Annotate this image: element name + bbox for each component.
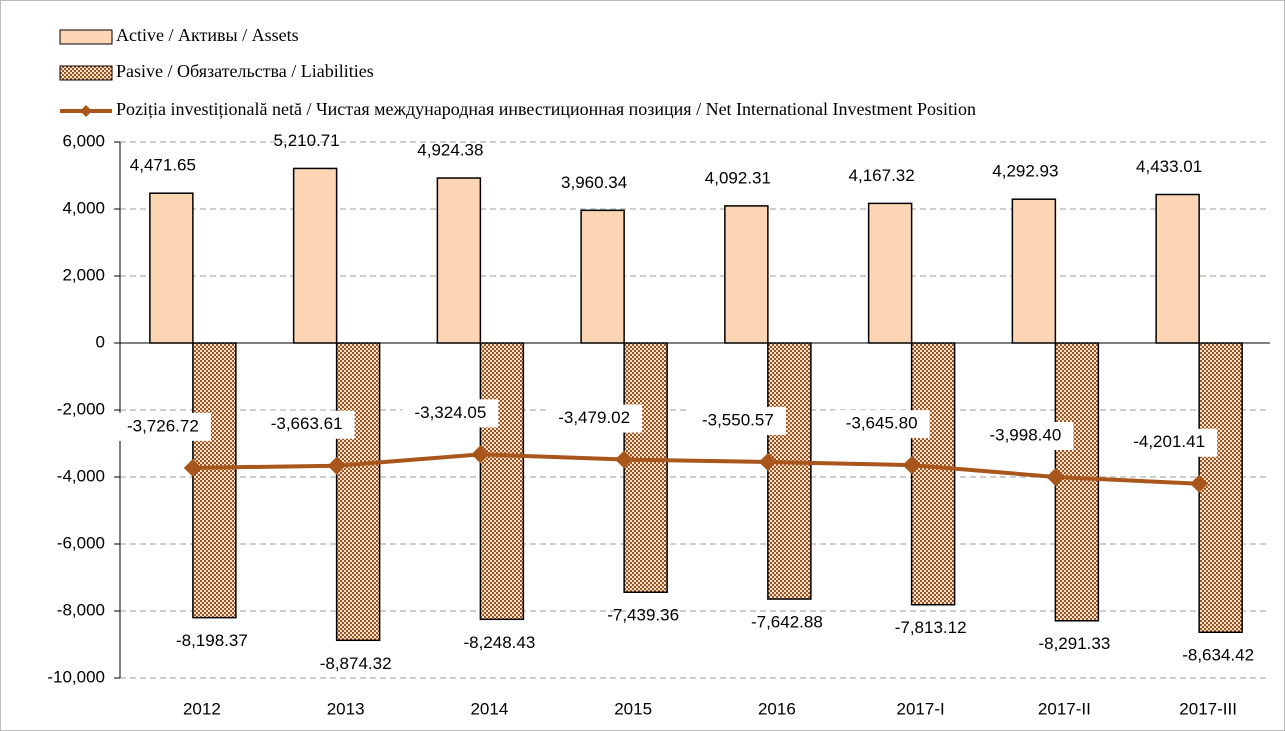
bar [192, 342, 237, 619]
data-label: 3,960.34 [561, 173, 627, 192]
bar [292, 167, 338, 344]
bar [1155, 193, 1200, 344]
label-bg [114, 412, 211, 441]
legend-label: Active / Активы / Assets [116, 25, 299, 45]
y-tick-label: 0 [96, 332, 105, 351]
y-tick-label: 2,000 [62, 265, 105, 284]
x-tick-label: 2015 [614, 699, 652, 718]
data-label: -3,645.80 [846, 414, 918, 433]
marker [1190, 474, 1209, 493]
bar [1011, 198, 1057, 344]
x-tick-label: 2014 [470, 699, 508, 718]
x-tick-label: 2013 [327, 699, 365, 718]
data-label: -3,479.02 [558, 408, 630, 427]
data-label: -3,726.72 [127, 416, 199, 435]
data-label: -7,439.36 [607, 606, 679, 625]
legend-label: Poziția investițională netă / Чистая меж… [116, 99, 976, 119]
data-label: -7,642.88 [751, 613, 823, 632]
label-bg [833, 410, 930, 439]
marker [1046, 467, 1065, 486]
data-label: 4,471.65 [130, 156, 196, 175]
marker [615, 450, 634, 469]
label-bg [402, 399, 499, 428]
data-label: -3,550.57 [702, 410, 774, 429]
bar [436, 177, 482, 344]
bar [867, 202, 913, 344]
bar [724, 205, 769, 344]
line [192, 452, 1200, 486]
x-tick-label: 2012 [183, 699, 221, 718]
data-label: 4,092.31 [705, 168, 771, 187]
x-tick-label: 2017-III [1179, 699, 1237, 718]
y-tick-label: -8,000 [57, 600, 105, 619]
legend-marker [80, 105, 92, 117]
data-label: 4,292.93 [992, 162, 1058, 181]
y-tick-label: -6,000 [57, 533, 105, 552]
marker [902, 456, 921, 475]
data-label: 4,924.38 [417, 141, 483, 160]
data-label: -3,663.61 [271, 414, 343, 433]
data-label: -8,248.43 [463, 633, 535, 652]
legend-swatch [59, 65, 113, 81]
x-tick-label: 2017-I [897, 699, 945, 718]
bar [910, 342, 956, 606]
label-bg [689, 406, 786, 435]
y-tick-label: 4,000 [62, 198, 105, 217]
marker [327, 456, 346, 475]
x-tick-label: 2017-II [1038, 699, 1091, 718]
data-label: 4,167.32 [849, 166, 915, 185]
data-label: -8,874.32 [320, 654, 392, 673]
label-bg [546, 404, 643, 433]
bar [580, 209, 625, 344]
x-tick-label: 2016 [758, 699, 796, 718]
data-label: -7,813.12 [895, 618, 967, 637]
marker [471, 445, 490, 464]
bar [149, 192, 194, 344]
data-label: -8,634.42 [1182, 646, 1254, 665]
marker [758, 452, 777, 471]
y-tick-label: 6,000 [62, 131, 105, 150]
bar [623, 342, 668, 593]
legend-label: Pasive / Обязательства / Liabilities [116, 61, 374, 81]
bar [1054, 342, 1100, 622]
data-label: -8,198.37 [176, 631, 248, 650]
data-label: 5,210.71 [274, 131, 340, 150]
data-label: -4,201.41 [1133, 432, 1205, 451]
label-bg [1121, 428, 1218, 457]
y-tick-label: -4,000 [57, 466, 105, 485]
data-label: -3,998.40 [989, 425, 1061, 444]
y-tick-label: -2,000 [57, 399, 105, 418]
legend-swatch [59, 29, 113, 45]
data-label: -3,324.05 [414, 403, 486, 422]
data-label: 4,433.01 [1136, 157, 1202, 176]
bar [335, 342, 381, 642]
bar [479, 342, 525, 621]
data-label: -8,291.33 [1038, 634, 1110, 653]
y-tick-label: -10,000 [47, 667, 105, 686]
bar [1198, 342, 1243, 634]
label-bg [258, 410, 355, 439]
label-bg [977, 421, 1074, 450]
marker [183, 458, 202, 477]
bar [767, 342, 812, 600]
